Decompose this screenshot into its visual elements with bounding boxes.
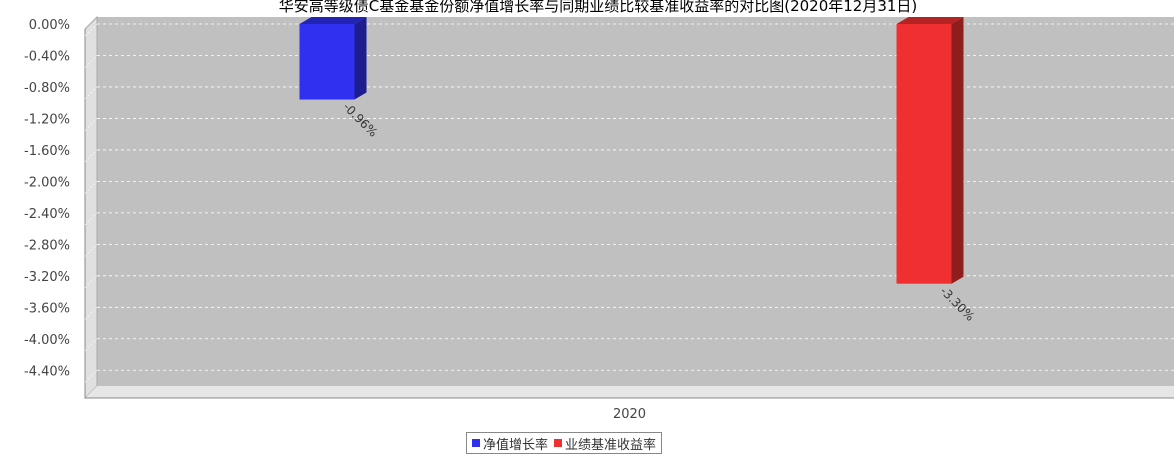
- gridline-side: [84, 212, 98, 226]
- gridline-side: [84, 55, 98, 68]
- y-axis: 0.00% -0.40% -0.80% -1.20% -1.60% -2.00% -2.40…: [24, 18, 70, 379]
- bar-top-face: [896, 17, 964, 24]
- gridline-side: [84, 370, 98, 383]
- chart-title: 华安高等级债C基金基金份额净值增长率与同期业绩比较基准收益率的对比图(2020年…: [279, 0, 918, 15]
- gridline-side: [84, 181, 98, 194]
- gridline-side: [84, 118, 98, 131]
- y-tick-label: -1.60%: [24, 144, 70, 159]
- y-tick-label: -0.80%: [24, 81, 70, 96]
- y-tick-label: -4.40%: [24, 364, 70, 379]
- gridline-side: [84, 275, 98, 289]
- gridlines: [84, 23, 1174, 383]
- legend-item-nav-growth: 净值增长率: [472, 434, 548, 453]
- back-wall: [97, 17, 1174, 386]
- y-tick-label: 0.00%: [29, 18, 70, 33]
- legend-item-benchmark: 业绩基准收益率: [554, 434, 656, 453]
- y-tick-label: -2.40%: [24, 207, 70, 222]
- bar-side-face: [354, 17, 367, 100]
- gridline-side: [84, 307, 98, 320]
- legend: 净值增长率 业绩基准收益率: [466, 432, 663, 454]
- gridline-side: [84, 23, 98, 37]
- gridline-side: [84, 149, 98, 163]
- gridline-side: [84, 86, 98, 100]
- y-tick-label: -3.60%: [24, 301, 70, 316]
- plot-area: [84, 15, 1174, 400]
- y-tick-label: -1.20%: [24, 112, 70, 127]
- y-tick-label: -2.80%: [24, 238, 70, 253]
- legend-label-benchmark: 业绩基准收益率: [565, 437, 657, 453]
- bar-front-face: [896, 24, 952, 284]
- x-axis: 2020: [613, 407, 646, 422]
- y-tick-label: -2.00%: [24, 175, 70, 190]
- y-tick-label: -4.00%: [24, 333, 70, 348]
- legend-swatch-red: [554, 439, 563, 447]
- gridline-side: [84, 244, 98, 257]
- floor: [85, 386, 1174, 398]
- y-tick-label: -3.20%: [24, 270, 70, 285]
- legend-label-nav-growth: 净值增长率: [483, 437, 549, 453]
- bar-front-face: [299, 24, 355, 100]
- bar-top-face: [299, 17, 367, 24]
- legend-swatch-blue: [472, 439, 480, 447]
- gridline-side: [84, 338, 98, 351]
- x-tick-label: 2020: [613, 407, 646, 422]
- y-tick-label: -0.40%: [24, 49, 70, 64]
- bar-side-face: [951, 17, 964, 284]
- side-wall: [84, 15, 98, 400]
